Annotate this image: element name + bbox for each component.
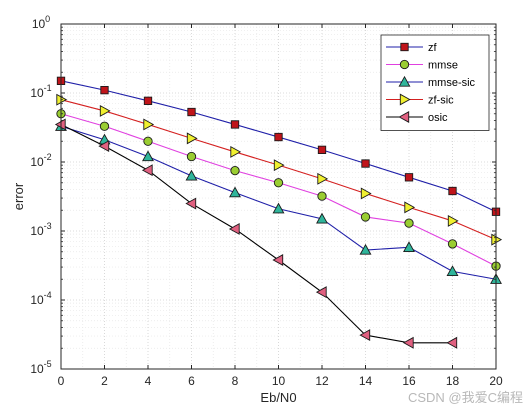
data-point-zf-sic bbox=[317, 172, 329, 185]
y-axis-label: error bbox=[11, 182, 26, 210]
x-tick-label: 4 bbox=[145, 374, 152, 388]
data-point-mmse bbox=[99, 121, 110, 131]
y-tick-label: 10-1 bbox=[30, 83, 51, 100]
legend-item-zf-sic: zf-sic bbox=[386, 93, 454, 107]
legend-label: zf-sic bbox=[428, 95, 454, 107]
series-mmse-sic bbox=[55, 120, 502, 284]
watermark: CSDN @我爱C编程 bbox=[408, 390, 523, 405]
legend-item-osic: osic bbox=[386, 111, 448, 124]
legend-marker bbox=[399, 93, 411, 106]
data-point-mmse-sic bbox=[359, 243, 372, 255]
data-point-zf-sic bbox=[273, 159, 285, 172]
data-point-mmse-sic bbox=[185, 169, 198, 181]
x-tick-label: 0 bbox=[58, 374, 65, 388]
data-point-osic bbox=[185, 197, 197, 210]
data-point-zf bbox=[187, 107, 196, 117]
data-point-osic bbox=[98, 140, 110, 153]
x-axis-label: Eb/N0 bbox=[260, 390, 296, 405]
x-tick-label: 18 bbox=[446, 374, 460, 388]
y-tick-label: 10-2 bbox=[30, 152, 51, 169]
data-point-osic bbox=[359, 329, 371, 342]
x-tick-label: 12 bbox=[315, 374, 329, 388]
data-point-osic bbox=[402, 336, 414, 349]
x-tick-label: 14 bbox=[359, 374, 373, 388]
data-point-osic bbox=[272, 254, 284, 266]
series-mmse bbox=[56, 109, 501, 271]
data-point-zf-sic bbox=[143, 118, 155, 131]
data-point-mmse-sic bbox=[142, 150, 154, 162]
legend-label: mmse bbox=[428, 60, 458, 72]
data-point-zf-sic bbox=[186, 132, 198, 145]
data-point-mmse-sic bbox=[403, 241, 415, 252]
data-point-zf-sic bbox=[360, 187, 372, 200]
y-tick-label: 10-3 bbox=[30, 221, 51, 238]
legend-box bbox=[380, 34, 490, 131]
x-tick-label: 10 bbox=[272, 374, 286, 388]
data-point-zf-sic bbox=[447, 214, 459, 227]
data-point-osic bbox=[228, 223, 240, 235]
x-tick-label: 16 bbox=[402, 374, 416, 388]
data-point-zf-sic bbox=[404, 201, 416, 214]
legend-item-mmse: mmse bbox=[386, 60, 458, 72]
data-point-mmse bbox=[447, 239, 458, 249]
data-point-zf bbox=[100, 85, 109, 95]
data-point-mmse bbox=[186, 151, 197, 162]
data-point-zf bbox=[361, 159, 370, 168]
x-tick-label: 6 bbox=[188, 374, 195, 388]
x-tick-label: 8 bbox=[232, 374, 239, 388]
data-point-mmse bbox=[230, 165, 240, 176]
legend-label: mmse-sic bbox=[428, 77, 476, 89]
y-tick-label: 100 bbox=[32, 14, 50, 31]
series-layer bbox=[54, 76, 503, 349]
data-point-mmse bbox=[360, 212, 371, 222]
axes: 0 2 4 6 8 10 12 14 16 18 20 10-5 10-4 10-3 10-2 10-1 100 bbox=[30, 14, 503, 388]
legend-marker bbox=[399, 59, 410, 70]
legend-item-mmse-sic: mmse-sic bbox=[386, 75, 476, 89]
data-point-mmse-sic bbox=[272, 202, 285, 214]
data-point-osic bbox=[446, 336, 458, 349]
series-line-osic bbox=[60, 123, 453, 344]
data-point-zf-sic bbox=[99, 104, 111, 117]
x-tick-label: 2 bbox=[101, 374, 108, 388]
data-point-mmse-sic bbox=[316, 212, 328, 224]
data-point-mmse bbox=[317, 191, 327, 201]
legend: zf mmse mmse-sic zf-sic osic bbox=[380, 34, 490, 131]
data-point-mmse-sic bbox=[229, 186, 241, 198]
data-point-zf bbox=[274, 132, 283, 142]
legend-item-zf: zf bbox=[386, 42, 438, 54]
data-point-zf bbox=[317, 145, 327, 154]
legend-marker bbox=[398, 111, 410, 123]
data-point-zf bbox=[230, 120, 240, 129]
legend-label: osic bbox=[428, 112, 448, 124]
data-point-zf bbox=[448, 186, 457, 196]
series-osic bbox=[54, 118, 458, 349]
data-point-mmse-sic bbox=[446, 265, 459, 277]
data-point-mmse bbox=[404, 218, 414, 228]
data-point-osic bbox=[315, 286, 327, 299]
legend-marker bbox=[398, 75, 411, 87]
data-point-mmse bbox=[273, 178, 284, 188]
y-tick-label: 10-5 bbox=[30, 359, 51, 376]
data-point-zf bbox=[404, 173, 414, 182]
legend-label: zf bbox=[428, 42, 438, 54]
data-point-zf bbox=[143, 96, 153, 105]
data-point-zf-sic bbox=[230, 145, 242, 158]
data-point-osic bbox=[141, 164, 153, 177]
legend-marker bbox=[400, 42, 409, 52]
x-tick-label: 20 bbox=[489, 374, 503, 388]
y-tick-label: 10-4 bbox=[30, 290, 51, 307]
data-point-mmse bbox=[143, 136, 153, 146]
